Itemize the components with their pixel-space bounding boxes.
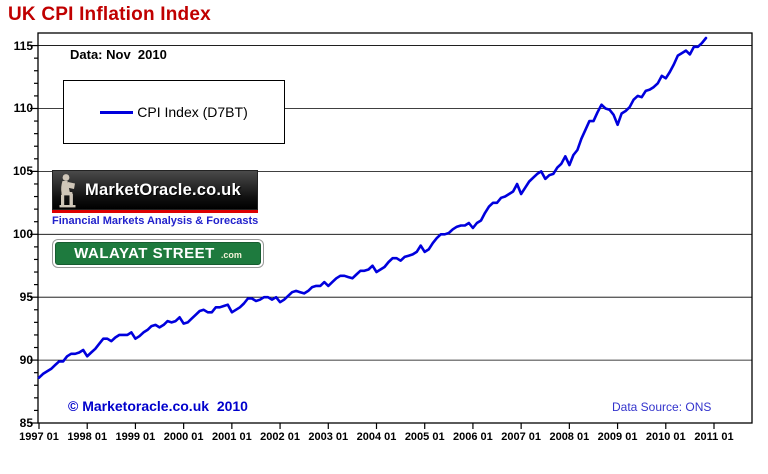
marketoracle-logo-title: MarketOracle.co.uk: [85, 180, 241, 199]
x-tick-label: 2005 01: [404, 431, 445, 443]
y-tick-label: 115: [13, 38, 33, 53]
walayat-street-logo: WALAYAT STREET .com: [53, 240, 263, 267]
x-tick-label: 1997 01: [19, 431, 59, 443]
y-tick-label: 110: [13, 101, 33, 116]
legend: CPI Index (D7BT): [63, 80, 285, 144]
walayat-street-logo-name: WALAYAT STREET: [74, 245, 215, 262]
legend-line-swatch-icon: [100, 110, 134, 114]
x-tick-label: 1999 01: [115, 431, 156, 443]
y-tick-label: 85: [19, 416, 33, 430]
x-tick-label: 2006 01: [453, 431, 493, 443]
cpi-data-line: [37, 36, 708, 380]
walayat-street-logo-suffix: .com: [220, 250, 242, 260]
marketoracle-logo: MarketOracle.co.uk Financial Markets Ana…: [52, 170, 258, 227]
x-tick-label: 2011 01: [694, 431, 734, 443]
y-tick-label: 90: [19, 353, 33, 368]
x-tick-label: 1998 01: [67, 431, 108, 443]
x-tick-label: 2009 01: [597, 431, 638, 443]
y-tick-label: 105: [12, 164, 33, 179]
data-asof-label: Data: Nov 2010: [70, 47, 167, 62]
x-tick-label: 2003 01: [308, 431, 349, 443]
x-tick-label: 2010 01: [645, 431, 686, 443]
data-source-label: Data Source: ONS: [612, 400, 712, 414]
x-tick-label: 2001 01: [211, 431, 252, 443]
copyright-notice: © Marketoracle.co.uk 2010: [68, 398, 248, 414]
oracle-figure-icon: [55, 172, 83, 215]
y-tick-label: 95: [19, 290, 33, 305]
x-tick-label: 2007 01: [501, 431, 542, 443]
y-tick-label: 100: [12, 227, 33, 242]
x-tick-label: 2002 01: [260, 431, 300, 443]
legend-series-label: CPI Index (D7BT): [137, 104, 248, 120]
marketoracle-logo-bar: MarketOracle.co.uk: [52, 170, 258, 210]
chart-title: UK CPI Inflation Index: [8, 4, 211, 25]
marketoracle-logo-stripe: [52, 210, 258, 213]
x-tick-label: 2008 01: [549, 431, 590, 443]
x-tick-label: 2004 01: [356, 431, 397, 443]
plot-frame: [37, 32, 753, 424]
x-tick-label: 2000 01: [163, 431, 204, 443]
marketoracle-logo-tagline: Financial Markets Analysis & Forecasts: [52, 215, 259, 227]
